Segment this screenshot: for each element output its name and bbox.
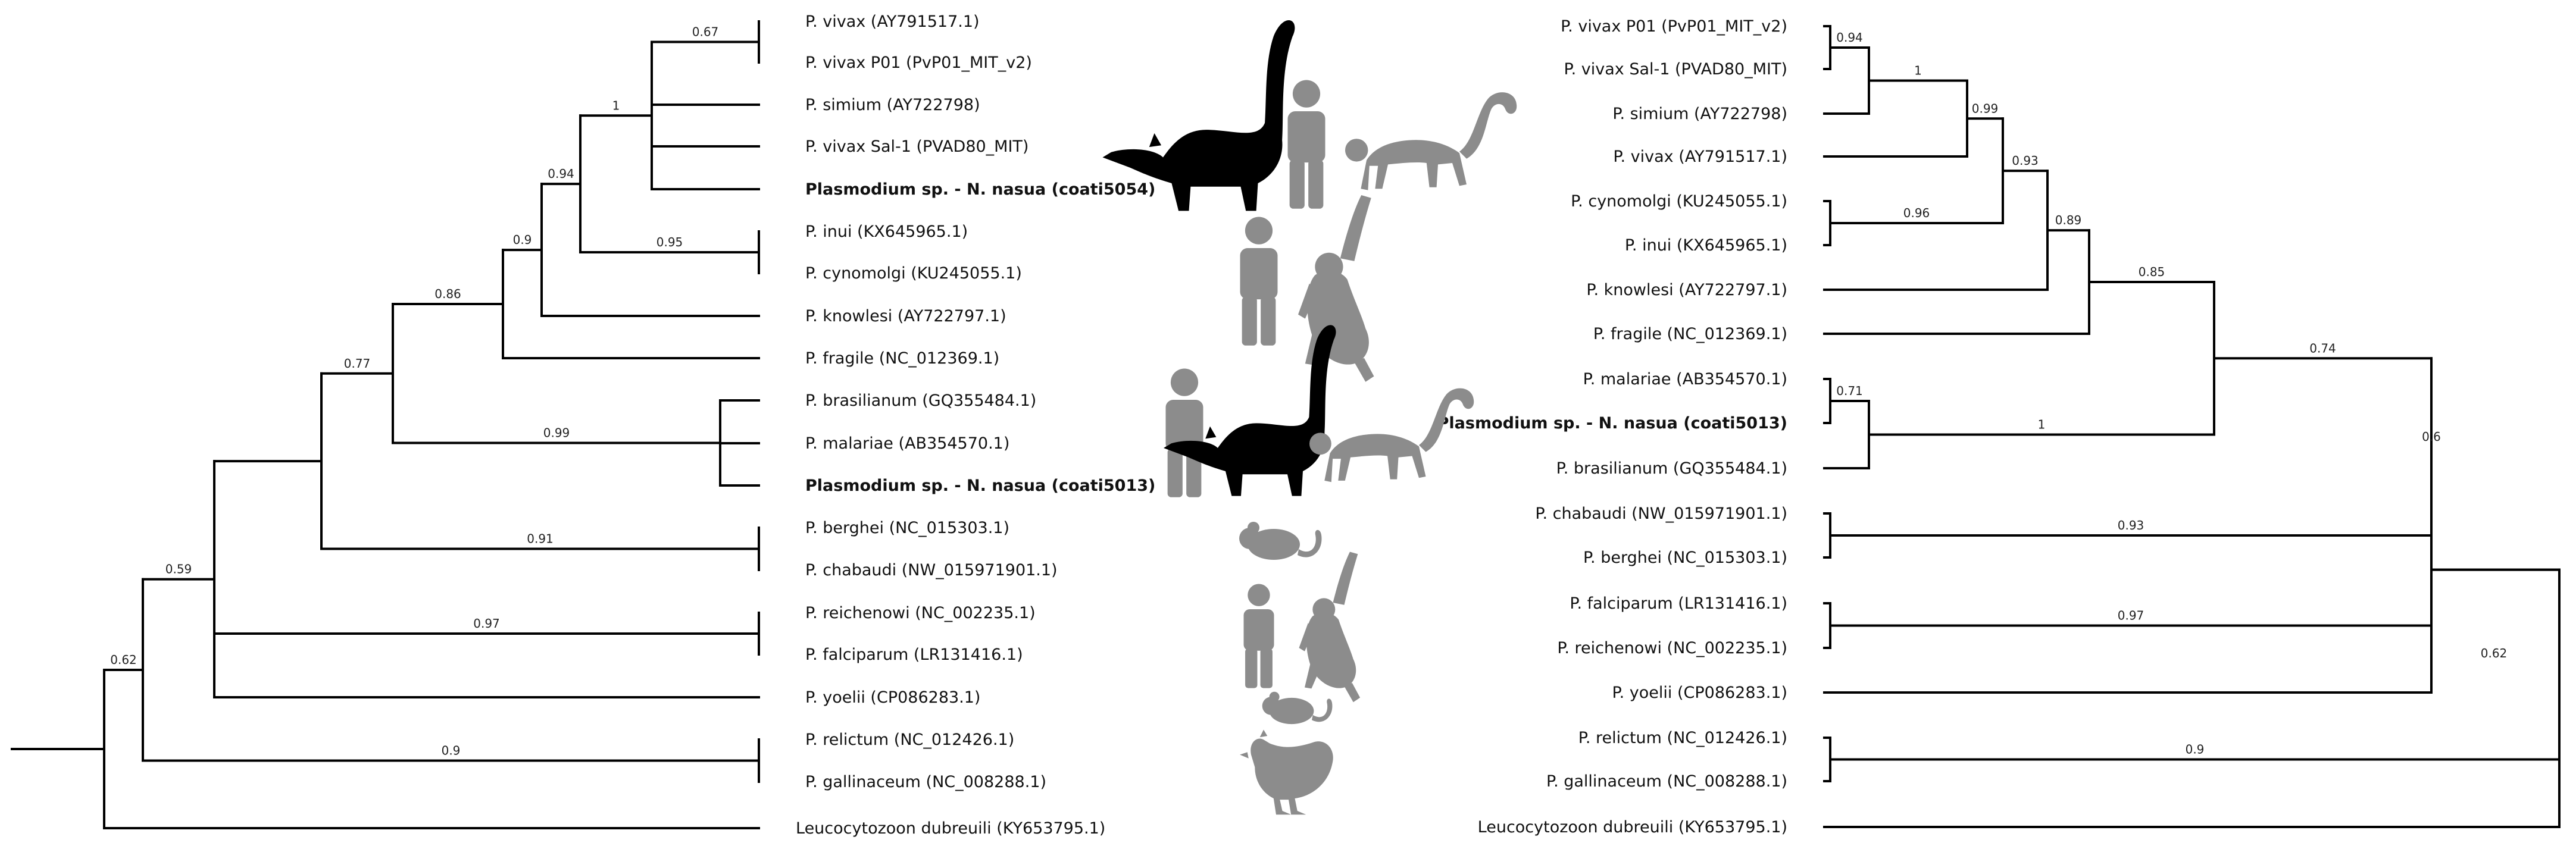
tip-label: P. vivax P01 (PvP01_MIT_v2) bbox=[805, 54, 1032, 72]
tip-label: P. knowlesi (AY722797.1) bbox=[805, 307, 1006, 325]
support-value: 0.62 bbox=[110, 653, 137, 667]
support-value: 0.9 bbox=[513, 233, 532, 247]
tip-label: P. chabaudi (NW_015971901.1) bbox=[805, 561, 1058, 579]
tip-label: P. inui (KX645965.1) bbox=[805, 223, 968, 241]
human-icon bbox=[1240, 217, 1278, 346]
support-value: 0.94 bbox=[548, 167, 574, 181]
ape-icon bbox=[1299, 552, 1361, 703]
support-value: 0.9 bbox=[442, 744, 461, 758]
human-icon bbox=[1287, 80, 1325, 209]
support-value: 0.93 bbox=[2118, 518, 2144, 532]
support-value: 0.6 bbox=[2422, 430, 2441, 444]
tip-label: P. brasilianum (GQ355484.1) bbox=[805, 391, 1036, 410]
support-value: 0.9 bbox=[2186, 742, 2205, 757]
tip-label: P. simium (AY722798) bbox=[1612, 105, 1787, 123]
tip-label: P. falciparum (LR131416.1) bbox=[1570, 594, 1787, 613]
tip-label: Leucocytozoon dubreuili (KY653795.1) bbox=[796, 819, 1105, 838]
human-icon bbox=[1243, 584, 1274, 688]
tip-label: P. relictum (NC_012426.1) bbox=[805, 731, 1014, 749]
support-value: 1 bbox=[1914, 64, 1922, 78]
tip-label: P. chabaudi (NW_015971901.1) bbox=[1535, 505, 1787, 523]
support-value: 1 bbox=[2038, 418, 2046, 432]
support-value: 0.67 bbox=[692, 25, 719, 39]
tip-label: P. vivax (AY791517.1) bbox=[1613, 148, 1787, 166]
support-value: 0.86 bbox=[434, 287, 461, 301]
monkey-icon bbox=[1309, 388, 1474, 482]
human-icon bbox=[1165, 368, 1203, 497]
tip-label: P. reichenowi (NC_002235.1) bbox=[1557, 639, 1787, 657]
tip-label: P. gallinaceum (NC_008288.1) bbox=[1546, 772, 1787, 791]
chicken-icon bbox=[1240, 729, 1333, 815]
tip-label: P. reichenowi (NC_002235.1) bbox=[805, 604, 1036, 622]
tip-label: P. cynomolgi (KU245055.1) bbox=[1571, 192, 1787, 211]
macaque-icon bbox=[1298, 195, 1374, 382]
tip-label: P. vivax Sal-1 (PVAD80_MIT) bbox=[1564, 60, 1787, 79]
tip-label: P. inui (KX645965.1) bbox=[1625, 236, 1787, 255]
mouse-icon bbox=[1262, 691, 1333, 725]
support-value: 0.97 bbox=[473, 616, 500, 631]
tip-label: Plasmodium sp. - N. nasua (coati5013) bbox=[1437, 414, 1787, 433]
support-value: 0.93 bbox=[2012, 153, 2039, 168]
tip-label: P. knowlesi (AY722797.1) bbox=[1586, 281, 1787, 299]
tip-label: P. fragile (NC_012369.1) bbox=[1593, 325, 1787, 343]
tip-label: P. berghei (NC_015303.1) bbox=[1583, 549, 1787, 567]
support-value: 0.85 bbox=[2139, 265, 2165, 279]
tip-label: P. yoelii (CP086283.1) bbox=[805, 688, 980, 707]
tip-label: P. simium (AY722798) bbox=[805, 96, 980, 114]
support-value: 0.97 bbox=[2118, 609, 2144, 623]
support-value: 0.91 bbox=[527, 532, 554, 546]
support-value: 0.74 bbox=[2309, 341, 2336, 355]
tip-label: Plasmodium sp. - N. nasua (coati5054) bbox=[805, 180, 1155, 199]
tip-label: P. cynomolgi (KU245055.1) bbox=[805, 264, 1022, 283]
tip-label: P. vivax (AY791517.1) bbox=[805, 12, 980, 31]
tip-label: Plasmodium sp. - N. nasua (coati5013) bbox=[805, 477, 1155, 495]
support-value: 0.77 bbox=[344, 356, 371, 371]
tip-label: P. falciparum (LR131416.1) bbox=[805, 646, 1023, 664]
support-value: 0.99 bbox=[543, 426, 570, 440]
tip-label: P. malariae (AB354570.1) bbox=[805, 434, 1009, 453]
monkey-icon bbox=[1345, 92, 1517, 190]
left-phylogenetic-tree: 0.67 1 0.95 0.94 0.9 0.86 0.99 0.77 0.91 0.97 0.59… bbox=[11, 12, 1155, 838]
tip-label: P. malariae (AB354570.1) bbox=[1583, 370, 1787, 388]
support-value: 0.94 bbox=[1836, 30, 1863, 45]
support-value: 0.96 bbox=[1903, 206, 1930, 220]
tip-label: P. gallinaceum (NC_008288.1) bbox=[805, 773, 1046, 791]
right-phylogenetic-tree: 0.94 1 0.99 0.96 0.93 0.89 0.71 0.85 1 0.74 0.93 0.… bbox=[1437, 17, 2561, 836]
tip-label: Leucocytozoon dubreuili (KY653795.1) bbox=[1478, 818, 1787, 836]
tip-label: P. fragile (NC_012369.1) bbox=[805, 349, 999, 368]
support-value: 0.59 bbox=[165, 562, 192, 576]
tip-label: P. relictum (NC_012426.1) bbox=[1578, 729, 1787, 747]
support-value: 0.71 bbox=[1836, 384, 1863, 398]
tip-label: P. brasilianum (GQ355484.1) bbox=[1556, 459, 1787, 478]
mouse-icon bbox=[1239, 522, 1322, 560]
tip-label: P. yoelii (CP086283.1) bbox=[1612, 684, 1787, 702]
support-value: 1 bbox=[612, 98, 620, 112]
support-value: 0.62 bbox=[2481, 646, 2508, 660]
tip-label: P. berghei (NC_015303.1) bbox=[805, 519, 1009, 537]
support-value: 0.99 bbox=[1972, 101, 1999, 115]
support-value: 0.95 bbox=[656, 235, 683, 249]
tip-label: P. vivax P01 (PvP01_MIT_v2) bbox=[1561, 17, 1787, 36]
tip-label: P. vivax Sal-1 (PVAD80_MIT) bbox=[805, 137, 1028, 156]
support-value: 0.89 bbox=[2055, 213, 2082, 227]
